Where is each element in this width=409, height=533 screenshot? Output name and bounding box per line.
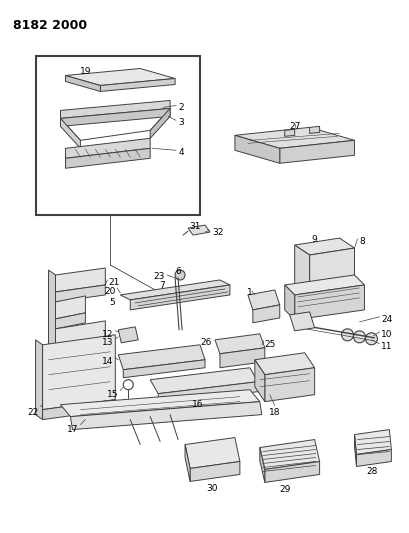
Circle shape bbox=[353, 331, 364, 343]
Polygon shape bbox=[219, 348, 264, 368]
Text: 30: 30 bbox=[206, 484, 217, 494]
Polygon shape bbox=[184, 445, 190, 481]
Polygon shape bbox=[289, 312, 314, 331]
Circle shape bbox=[175, 270, 184, 280]
Polygon shape bbox=[264, 462, 319, 482]
Text: 15: 15 bbox=[106, 390, 118, 399]
Polygon shape bbox=[55, 340, 105, 358]
Polygon shape bbox=[100, 78, 175, 92]
Polygon shape bbox=[309, 248, 354, 295]
Polygon shape bbox=[150, 108, 170, 139]
Polygon shape bbox=[294, 245, 309, 295]
Polygon shape bbox=[55, 313, 85, 329]
Polygon shape bbox=[354, 430, 391, 455]
Polygon shape bbox=[214, 334, 264, 354]
Text: 27: 27 bbox=[288, 123, 300, 131]
Polygon shape bbox=[150, 368, 257, 394]
Text: 16: 16 bbox=[192, 400, 203, 409]
Text: 3: 3 bbox=[178, 118, 183, 127]
Text: 32: 32 bbox=[211, 228, 223, 237]
Polygon shape bbox=[252, 305, 279, 323]
Text: 28: 28 bbox=[366, 467, 377, 477]
Polygon shape bbox=[264, 368, 314, 402]
Text: 31: 31 bbox=[189, 222, 200, 231]
Text: 5: 5 bbox=[109, 298, 115, 307]
Polygon shape bbox=[120, 280, 229, 300]
Polygon shape bbox=[43, 400, 115, 419]
Polygon shape bbox=[254, 360, 264, 402]
Polygon shape bbox=[61, 108, 170, 126]
Polygon shape bbox=[294, 238, 354, 255]
Polygon shape bbox=[61, 390, 259, 417]
Text: 11: 11 bbox=[380, 342, 392, 351]
Text: 18: 18 bbox=[268, 408, 280, 417]
Polygon shape bbox=[284, 130, 294, 136]
Polygon shape bbox=[294, 285, 364, 320]
Text: 26: 26 bbox=[200, 338, 211, 347]
Polygon shape bbox=[70, 402, 261, 430]
Polygon shape bbox=[61, 100, 170, 118]
Polygon shape bbox=[234, 135, 279, 163]
Circle shape bbox=[69, 329, 75, 335]
Polygon shape bbox=[309, 126, 319, 133]
Polygon shape bbox=[188, 225, 209, 235]
Polygon shape bbox=[118, 327, 138, 343]
Polygon shape bbox=[118, 345, 204, 370]
Polygon shape bbox=[279, 140, 354, 163]
Polygon shape bbox=[284, 275, 364, 295]
Text: 1: 1 bbox=[246, 288, 252, 297]
Polygon shape bbox=[55, 296, 85, 319]
Circle shape bbox=[364, 333, 377, 345]
Text: 23: 23 bbox=[153, 272, 165, 281]
Polygon shape bbox=[65, 148, 150, 168]
Polygon shape bbox=[355, 449, 391, 466]
Polygon shape bbox=[254, 353, 314, 375]
Polygon shape bbox=[259, 448, 264, 482]
Text: 9: 9 bbox=[311, 235, 317, 244]
Text: 25: 25 bbox=[264, 340, 276, 349]
Text: 14: 14 bbox=[102, 357, 113, 366]
Polygon shape bbox=[259, 440, 319, 470]
Polygon shape bbox=[190, 462, 239, 481]
Circle shape bbox=[200, 442, 223, 466]
Text: 29: 29 bbox=[279, 486, 290, 495]
Polygon shape bbox=[43, 335, 115, 410]
Text: 12: 12 bbox=[102, 330, 113, 339]
Polygon shape bbox=[61, 118, 80, 148]
Polygon shape bbox=[65, 139, 150, 158]
Text: 17: 17 bbox=[67, 425, 78, 433]
Polygon shape bbox=[65, 69, 175, 85]
Polygon shape bbox=[65, 76, 100, 92]
Text: 4: 4 bbox=[178, 148, 183, 157]
Text: 8182 2000: 8182 2000 bbox=[13, 19, 87, 31]
Polygon shape bbox=[55, 268, 105, 292]
Text: 19: 19 bbox=[79, 67, 91, 76]
Polygon shape bbox=[354, 434, 355, 466]
Text: 20: 20 bbox=[103, 287, 115, 296]
Text: 13: 13 bbox=[101, 338, 113, 347]
Polygon shape bbox=[36, 340, 43, 419]
Polygon shape bbox=[130, 285, 229, 310]
Polygon shape bbox=[158, 382, 257, 403]
Polygon shape bbox=[123, 360, 204, 378]
Polygon shape bbox=[284, 285, 294, 320]
Text: 21: 21 bbox=[108, 278, 119, 287]
Text: 22: 22 bbox=[27, 408, 38, 417]
Polygon shape bbox=[234, 127, 354, 148]
Text: 7: 7 bbox=[159, 281, 165, 290]
Polygon shape bbox=[55, 285, 105, 302]
Circle shape bbox=[158, 102, 168, 112]
Polygon shape bbox=[184, 438, 239, 469]
Polygon shape bbox=[36, 55, 200, 215]
Polygon shape bbox=[55, 321, 105, 348]
Polygon shape bbox=[247, 290, 279, 310]
Text: 8: 8 bbox=[359, 237, 364, 246]
Circle shape bbox=[114, 75, 122, 83]
Polygon shape bbox=[48, 270, 55, 358]
Text: 2: 2 bbox=[178, 103, 183, 112]
Text: 10: 10 bbox=[380, 330, 392, 339]
Text: 6: 6 bbox=[175, 267, 180, 276]
Circle shape bbox=[341, 329, 353, 341]
Text: 24: 24 bbox=[380, 315, 392, 324]
